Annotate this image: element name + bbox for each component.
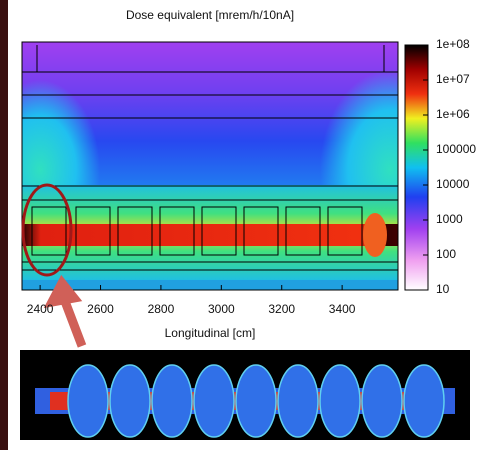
- colorbar-tick-label: 100000: [436, 142, 476, 156]
- colorbar-tick-label: 1e+07: [436, 72, 470, 86]
- chart-title: Dose equivalent [mrem/h/10nA]: [126, 8, 294, 22]
- x-axis-label: Longitudinal [cm]: [165, 326, 256, 340]
- x-tick-label: 2400: [27, 302, 54, 316]
- colorbar-tick-label: 1000: [436, 212, 463, 226]
- plot-frame: [21, 41, 399, 291]
- x-tick-label: 2600: [87, 302, 114, 316]
- x-tick-label: 3000: [208, 302, 235, 316]
- highlight-ellipse: [21, 183, 73, 277]
- x-tick-label: 2800: [148, 302, 175, 316]
- x-tick-label: 3200: [268, 302, 295, 316]
- colorbar-tick-label: 100: [436, 247, 456, 261]
- colorbar-tick-label: 1e+08: [436, 37, 470, 51]
- colorbar-tick-label: 10000: [436, 177, 470, 191]
- colorbar-tick-label: 10: [436, 282, 450, 296]
- heatmap: [22, 42, 398, 290]
- arrow: [43, 274, 87, 348]
- colorbar-tick-label: 1e+06: [436, 107, 470, 121]
- left-edge: [0, 0, 8, 450]
- x-tick-label: 3400: [329, 302, 356, 316]
- cavity-render: [20, 350, 470, 440]
- colorbar: [404, 44, 429, 291]
